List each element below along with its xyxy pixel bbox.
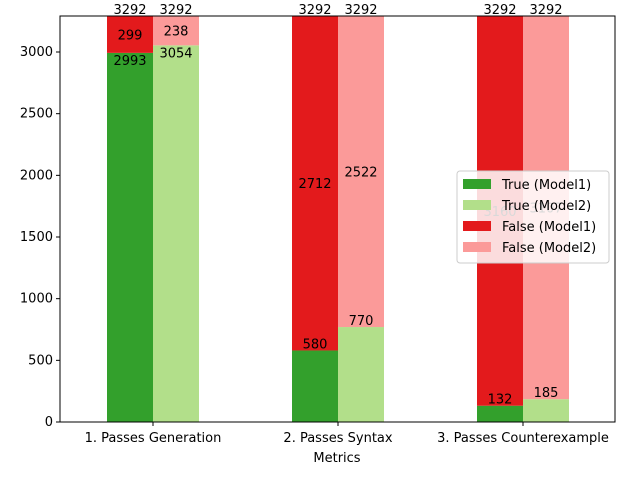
bar-true-model2-3 bbox=[523, 399, 569, 422]
legend-swatch bbox=[463, 179, 491, 189]
legend-label: False (Model1) bbox=[502, 220, 596, 235]
legend-box bbox=[456, 170, 610, 264]
legend-label: True (Model2) bbox=[501, 199, 591, 214]
legend: True (Model1) True (Model2) False (Model1)… bbox=[456, 170, 610, 264]
x-axis-label: Metrics bbox=[313, 451, 360, 466]
label-total-model2-1: 3292 bbox=[159, 3, 192, 18]
x-tick-label: 3. Passes Counterexample bbox=[437, 431, 609, 446]
label-false-model1-2: 2712 bbox=[298, 177, 331, 192]
label-false-model2-1: 238 bbox=[164, 25, 189, 40]
legend-swatch bbox=[463, 200, 491, 210]
y-tick-label: 500 bbox=[28, 353, 53, 368]
label-total-model1-3: 3292 bbox=[483, 3, 516, 18]
label-true-model2-2: 770 bbox=[349, 314, 374, 329]
bar-false-model1-1 bbox=[107, 16, 153, 53]
bar-true-model1-1 bbox=[107, 52, 153, 422]
label-true-model1-1: 2993 bbox=[113, 54, 146, 69]
y-tick-label: 3000 bbox=[20, 45, 53, 60]
axes-layer: 0 500 1000 1500 2000 2500 3000 1. Passes Genera… bbox=[20, 15, 616, 446]
bar-true-model1-2 bbox=[292, 350, 338, 422]
label-true-model1-2: 580 bbox=[303, 337, 328, 352]
legend-swatch bbox=[463, 221, 491, 231]
legend-label: True (Model1) bbox=[501, 178, 591, 193]
label-false-model1-1: 299 bbox=[118, 28, 143, 43]
label-true-model2-3: 185 bbox=[534, 386, 559, 401]
legend-swatch bbox=[463, 242, 491, 252]
bar-true-model1-3 bbox=[477, 405, 523, 422]
bar-true-model2-2 bbox=[338, 327, 384, 422]
bar-false-model2-2 bbox=[338, 16, 384, 328]
y-tick-label: 2500 bbox=[20, 107, 53, 122]
legend-label: False (Model2) bbox=[502, 241, 596, 256]
y-tick-label: 0 bbox=[45, 415, 53, 430]
y-tick-label: 1000 bbox=[20, 292, 53, 307]
bar-false-model2-1 bbox=[153, 16, 199, 46]
label-total-model2-2: 3292 bbox=[344, 3, 377, 18]
x-tick-label: 1. Passes Generation bbox=[85, 431, 222, 446]
x-tick-label: 2. Passes Syntax bbox=[283, 431, 392, 446]
label-true-model2-1: 3054 bbox=[159, 46, 192, 61]
y-tick-label: 2000 bbox=[20, 168, 53, 183]
label-total-model1-1: 3292 bbox=[113, 3, 146, 18]
bar-false-model1-2 bbox=[292, 16, 338, 351]
bar-true-model2-1 bbox=[153, 45, 199, 423]
y-tick-label: 1500 bbox=[20, 230, 53, 245]
label-false-model2-2: 2522 bbox=[344, 166, 377, 181]
label-total-model2-3: 3292 bbox=[529, 3, 562, 18]
label-true-model1-3: 132 bbox=[488, 393, 513, 408]
label-total-model1-2: 3292 bbox=[298, 3, 331, 18]
